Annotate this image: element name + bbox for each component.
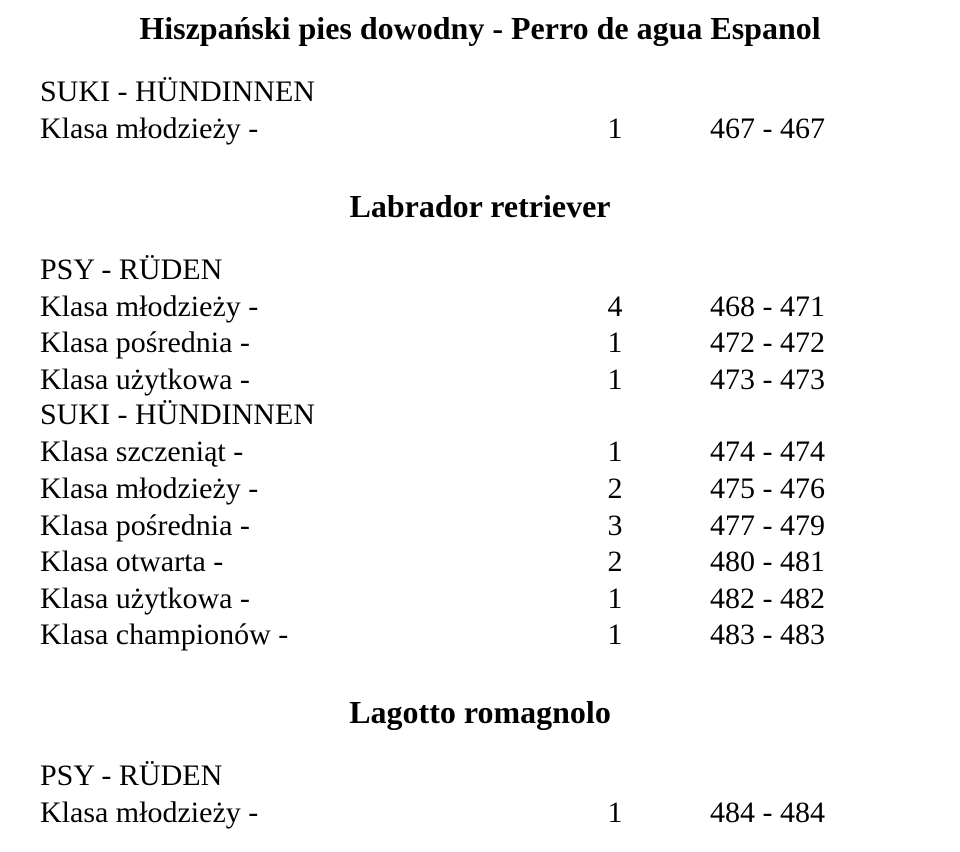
- breed-heading: Labrador retriever: [40, 188, 920, 225]
- class-row: Klasa championów - 1 483 - 483: [40, 617, 920, 654]
- class-count: 2: [520, 544, 710, 581]
- class-count: 3: [520, 508, 710, 545]
- class-range: 482 - 482: [710, 581, 920, 618]
- class-range: 484 - 484: [710, 795, 920, 832]
- class-row: Klasa użytkowa - 1 473 - 473: [40, 362, 920, 399]
- class-range: 472 - 472: [710, 325, 920, 362]
- class-range: 467 - 467: [710, 111, 920, 148]
- class-label: Klasa użytkowa -: [40, 581, 520, 618]
- class-range: 480 - 481: [710, 544, 920, 581]
- class-range: 477 - 479: [710, 508, 920, 545]
- class-label: Klasa szczeniąt -: [40, 434, 520, 471]
- class-label: Klasa użytkowa -: [40, 362, 520, 399]
- class-range: 474 - 474: [710, 434, 920, 471]
- class-count: 1: [520, 617, 710, 654]
- class-label: Klasa młodzieży -: [40, 795, 520, 832]
- class-range: 473 - 473: [710, 362, 920, 399]
- breed-heading: Lagotto romagnolo: [40, 694, 920, 731]
- class-row: Klasa młodzieży - 2 475 - 476: [40, 471, 920, 508]
- section-heading: SUKI - HÜNDINNEN: [40, 398, 920, 432]
- class-count: 2: [520, 471, 710, 508]
- class-row: Klasa pośrednia - 3 477 - 479: [40, 508, 920, 545]
- section-heading: PSY - RÜDEN: [40, 759, 920, 793]
- class-count: 1: [520, 795, 710, 832]
- document-page: Hiszpański pies dowodny - Perro de agua …: [0, 0, 960, 852]
- class-row: Klasa młodzieży - 1 467 - 467: [40, 111, 920, 148]
- class-label: Klasa pośrednia -: [40, 508, 520, 545]
- class-count: 1: [520, 434, 710, 471]
- class-range: 468 - 471: [710, 289, 920, 326]
- class-label: Klasa młodzieży -: [40, 289, 520, 326]
- class-count: 1: [520, 581, 710, 618]
- class-label: Klasa młodzieży -: [40, 111, 520, 148]
- class-range: 483 - 483: [710, 617, 920, 654]
- section-heading: SUKI - HÜNDINNEN: [40, 75, 920, 109]
- class-count: 1: [520, 111, 710, 148]
- class-row: Klasa młodzieży - 4 468 - 471: [40, 289, 920, 326]
- class-label: Klasa pośrednia -: [40, 325, 520, 362]
- breed-heading: Hiszpański pies dowodny - Perro de agua …: [40, 10, 920, 47]
- class-row: Klasa pośrednia - 1 472 - 472: [40, 325, 920, 362]
- class-row: Klasa młodzieży - 1 484 - 484: [40, 795, 920, 832]
- section-heading: PSY - RÜDEN: [40, 253, 920, 287]
- class-row: Klasa użytkowa - 1 482 - 482: [40, 581, 920, 618]
- class-row: Klasa szczeniąt - 1 474 - 474: [40, 434, 920, 471]
- class-count: 4: [520, 289, 710, 326]
- class-row: Klasa otwarta - 2 480 - 481: [40, 544, 920, 581]
- class-count: 1: [520, 362, 710, 399]
- class-range: 475 - 476: [710, 471, 920, 508]
- class-label: Klasa otwarta -: [40, 544, 520, 581]
- class-label: Klasa championów -: [40, 617, 520, 654]
- class-count: 1: [520, 325, 710, 362]
- class-label: Klasa młodzieży -: [40, 471, 520, 508]
